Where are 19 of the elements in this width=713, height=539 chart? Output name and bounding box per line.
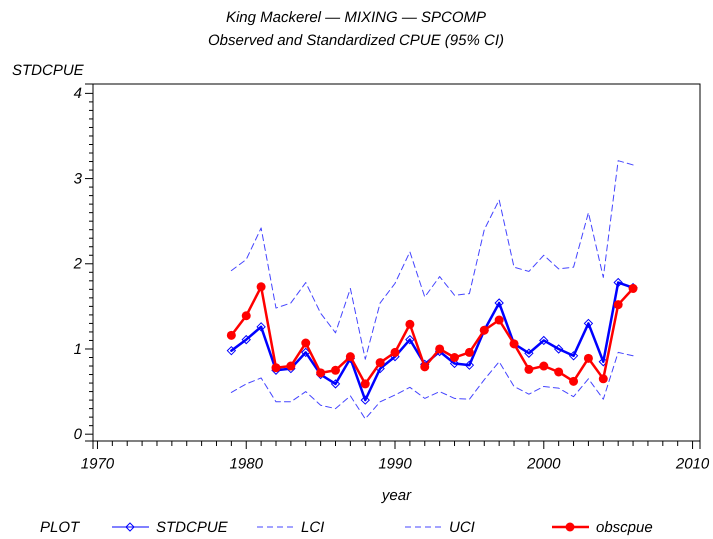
x-tick-label: 2000 xyxy=(526,456,562,472)
x-tick-label: 1970 xyxy=(80,456,115,472)
y-axis-title: STDCPUE xyxy=(12,62,85,79)
y-tick-label: 2 xyxy=(72,256,83,273)
legend-label: obscpue xyxy=(596,519,653,536)
x-tick-label: 1980 xyxy=(230,456,264,472)
legend-label: STDCPUE xyxy=(156,519,229,536)
x-tick-label: 1990 xyxy=(378,456,412,472)
y-tick-label: 4 xyxy=(74,85,82,102)
legend-title: PLOT xyxy=(40,519,82,536)
x-tick-label: 2010 xyxy=(674,456,710,472)
legend-label: UCI xyxy=(449,519,475,536)
legend-label: LCI xyxy=(301,519,324,536)
y-tick-label: 3 xyxy=(74,170,83,188)
chart-subtitle: Observed and Standardized CPUE (95% CI) xyxy=(208,32,504,49)
chart-title: King Mackerel — MIXING — SPCOMP xyxy=(226,9,486,26)
x-axis-title: year xyxy=(380,487,412,504)
y-tick-label: 0 xyxy=(74,426,83,443)
y-tick-label: 1 xyxy=(74,340,82,358)
